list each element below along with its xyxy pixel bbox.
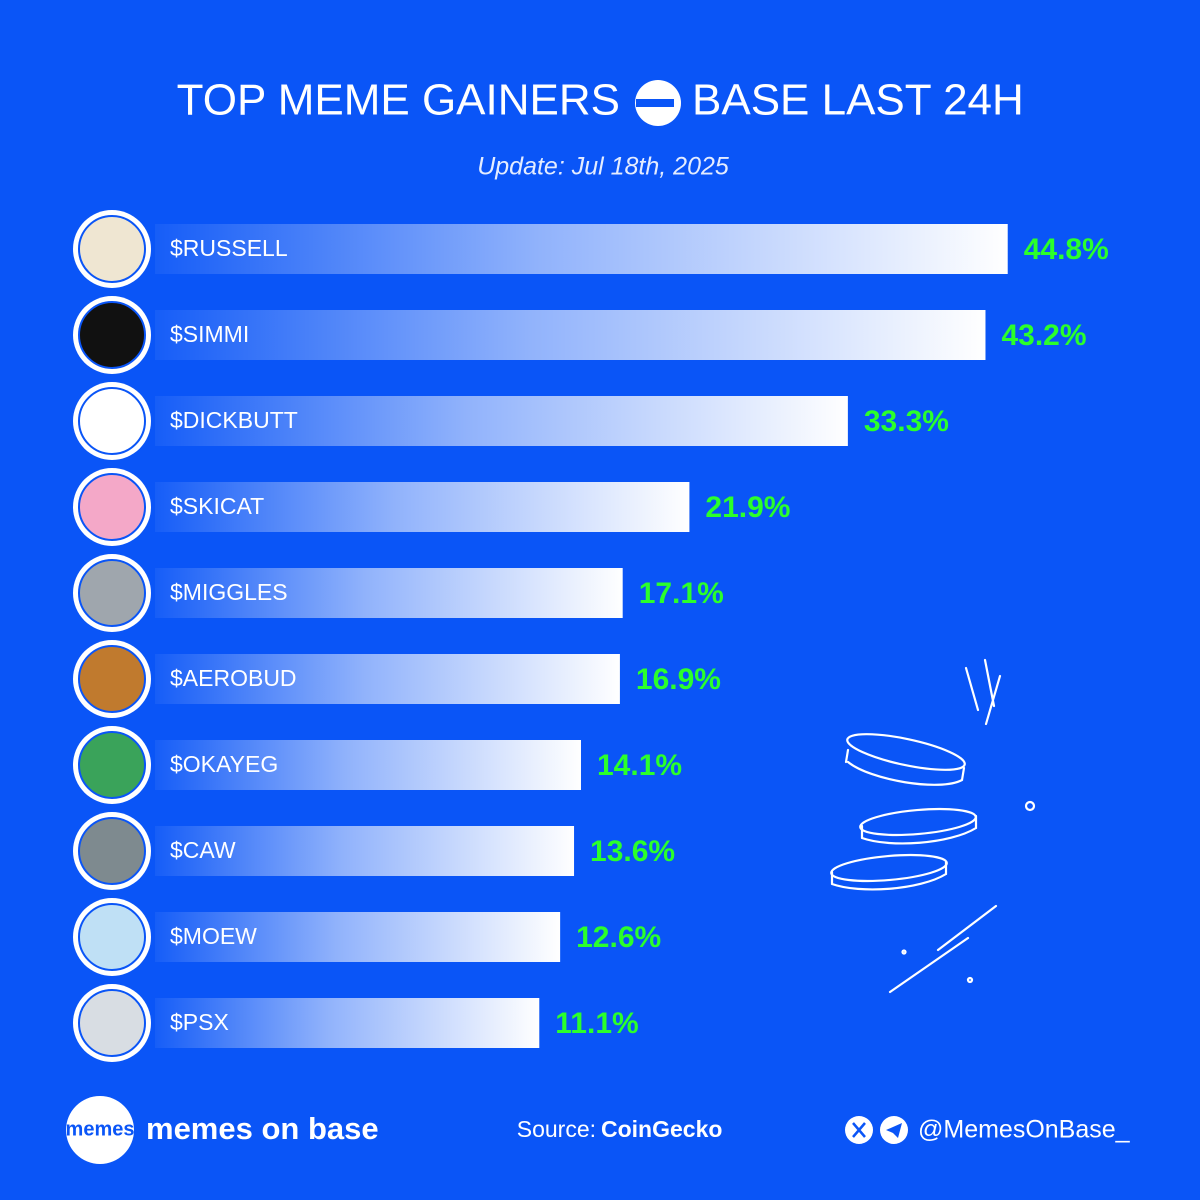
bar xyxy=(155,224,1008,274)
category-label: $OKAYEG xyxy=(170,751,278,777)
avatar xyxy=(78,645,146,713)
bar xyxy=(155,654,620,704)
bar xyxy=(155,826,575,876)
avatar xyxy=(78,301,146,369)
chart-title-network: BASE LAST 24H xyxy=(692,76,1024,125)
base-logo xyxy=(635,80,681,126)
avatar xyxy=(78,215,146,283)
bar xyxy=(155,310,986,360)
bar xyxy=(155,998,540,1048)
value-label: 12.6% xyxy=(576,921,661,954)
footer-logo-text: memes xyxy=(66,1118,135,1140)
avatar xyxy=(78,559,146,627)
avatar xyxy=(78,903,146,971)
category-label: $PSX xyxy=(170,1009,229,1035)
footer: memes memes on base Source: CoinGecko @M… xyxy=(66,1096,1131,1164)
avatar xyxy=(78,387,146,455)
category-label: $MOEW xyxy=(170,923,257,949)
avatar xyxy=(78,731,146,799)
avatar xyxy=(78,989,146,1057)
avatar xyxy=(78,473,146,541)
value-label: 43.2% xyxy=(1001,319,1086,352)
bar xyxy=(155,740,581,790)
value-label: 11.1% xyxy=(555,1007,638,1040)
footer-logo-circle xyxy=(66,1096,134,1164)
chart-title: TOP MEME GAINERS xyxy=(177,76,620,125)
category-label: $SKICAT xyxy=(170,493,264,519)
category-label: $AEROBUD xyxy=(170,665,297,691)
category-label: $CAW xyxy=(170,837,236,863)
value-label: 17.1% xyxy=(639,577,724,610)
bar xyxy=(155,912,561,962)
category-label: $MIGGLES xyxy=(170,579,288,605)
value-label: 44.8% xyxy=(1024,233,1109,266)
value-label: 16.9% xyxy=(636,663,721,696)
footer-brand: memes on base xyxy=(146,1111,379,1146)
category-label: $DICKBUTT xyxy=(170,407,298,433)
value-label: 13.6% xyxy=(590,835,675,868)
social-icons xyxy=(845,1116,908,1144)
bar xyxy=(155,482,690,532)
bar xyxy=(155,568,623,618)
value-label: 21.9% xyxy=(705,491,790,524)
footer-source-label: Source: xyxy=(517,1116,596,1142)
value-label: 14.1% xyxy=(597,749,682,782)
chart-subtitle: Update: Jul 18th, 2025 xyxy=(477,153,729,181)
category-label: $RUSSELL xyxy=(170,235,288,261)
footer-source: CoinGecko xyxy=(601,1116,722,1142)
coins-decoration xyxy=(830,658,1036,994)
category-label: $SIMMI xyxy=(170,321,249,347)
avatar xyxy=(78,817,146,885)
value-label: 33.3% xyxy=(864,405,949,438)
bar xyxy=(155,396,848,446)
footer-handle: @MemesOnBase_ xyxy=(918,1116,1131,1144)
